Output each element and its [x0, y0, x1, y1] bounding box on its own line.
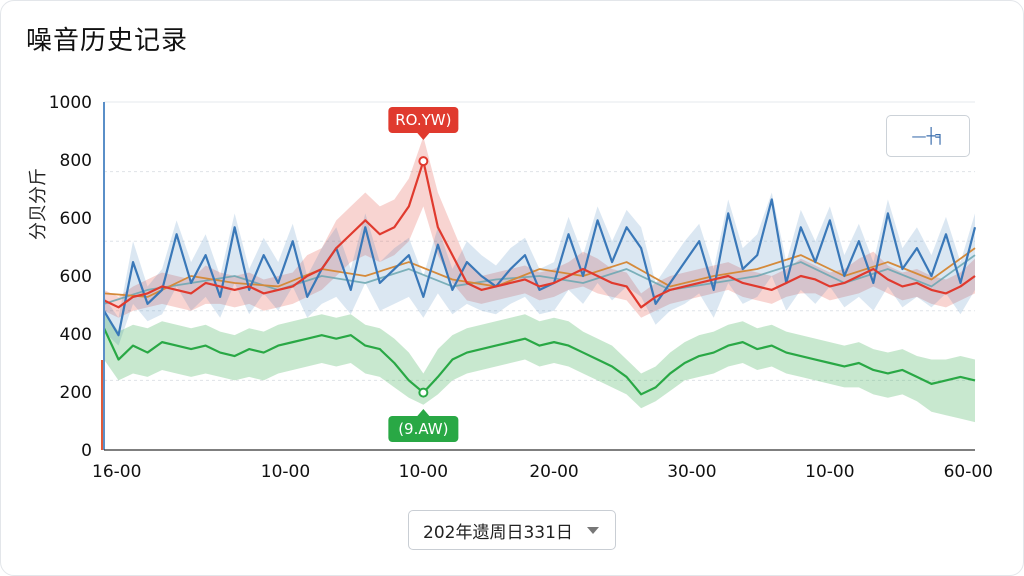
- legend-label: —┼╕: [911, 127, 945, 145]
- grid-lines: [104, 101, 975, 381]
- date-select-value: 202年遗周日331日: [423, 522, 573, 543]
- annotations: RO.YW) (9.AW): [388, 107, 459, 442]
- series-line-orange: [103, 247, 976, 298]
- series-line-red: [103, 160, 976, 309]
- x-tick-label: 16-00: [92, 462, 141, 482]
- x-tick-label: 10-00: [805, 462, 854, 482]
- y-tick-label: 1000: [49, 93, 92, 113]
- x-tick-label: 10-00: [261, 462, 310, 482]
- page-title: 噪音历史记录: [26, 26, 189, 56]
- legend-box[interactable]: —┼╕: [886, 115, 970, 157]
- series-line-green: [103, 327, 976, 396]
- annotation-marker: [418, 387, 429, 398]
- axes: [101, 102, 975, 451]
- y-tick-labels: 0 200 400 600 600 800 1000: [49, 93, 92, 461]
- x-tick-label: 60-00: [944, 462, 993, 482]
- y-tick-label: 0: [81, 441, 92, 461]
- series-lines: [103, 160, 977, 396]
- y-tick-label: 600: [60, 209, 92, 229]
- x-tick-label: 10-00: [399, 462, 448, 482]
- y-tick-label: 200: [60, 383, 92, 403]
- annotation-pointer: [417, 133, 430, 140]
- x-tick-labels: 16-00 10-00 10-00 20-00 30-00 10-00 60-00: [92, 462, 993, 482]
- annotation-label: (9.AW): [398, 420, 448, 438]
- annotation-marker: [418, 156, 429, 167]
- date-select[interactable]: 202年遗周日331日: [408, 510, 616, 550]
- y-tick-label: 600: [60, 267, 92, 287]
- y-tick-label: 400: [60, 325, 92, 345]
- series-bands: [104, 136, 975, 423]
- chevron-down-icon: [587, 527, 599, 534]
- x-tick-label: 30-00: [667, 462, 716, 482]
- band-red: [104, 136, 975, 318]
- y-axis-title: 分贝分斤: [28, 168, 49, 240]
- series-line-teal: [103, 254, 976, 305]
- annotation-pointer: [417, 409, 430, 416]
- y-tick-label: 800: [60, 151, 92, 171]
- annotation-badge: [388, 107, 459, 133]
- x-tick-label: 20-00: [529, 462, 578, 482]
- series-line-blue: [103, 198, 977, 337]
- band-green: [104, 310, 975, 423]
- annotation-badge: [388, 416, 459, 442]
- annotation-label: RO.YW): [395, 111, 451, 129]
